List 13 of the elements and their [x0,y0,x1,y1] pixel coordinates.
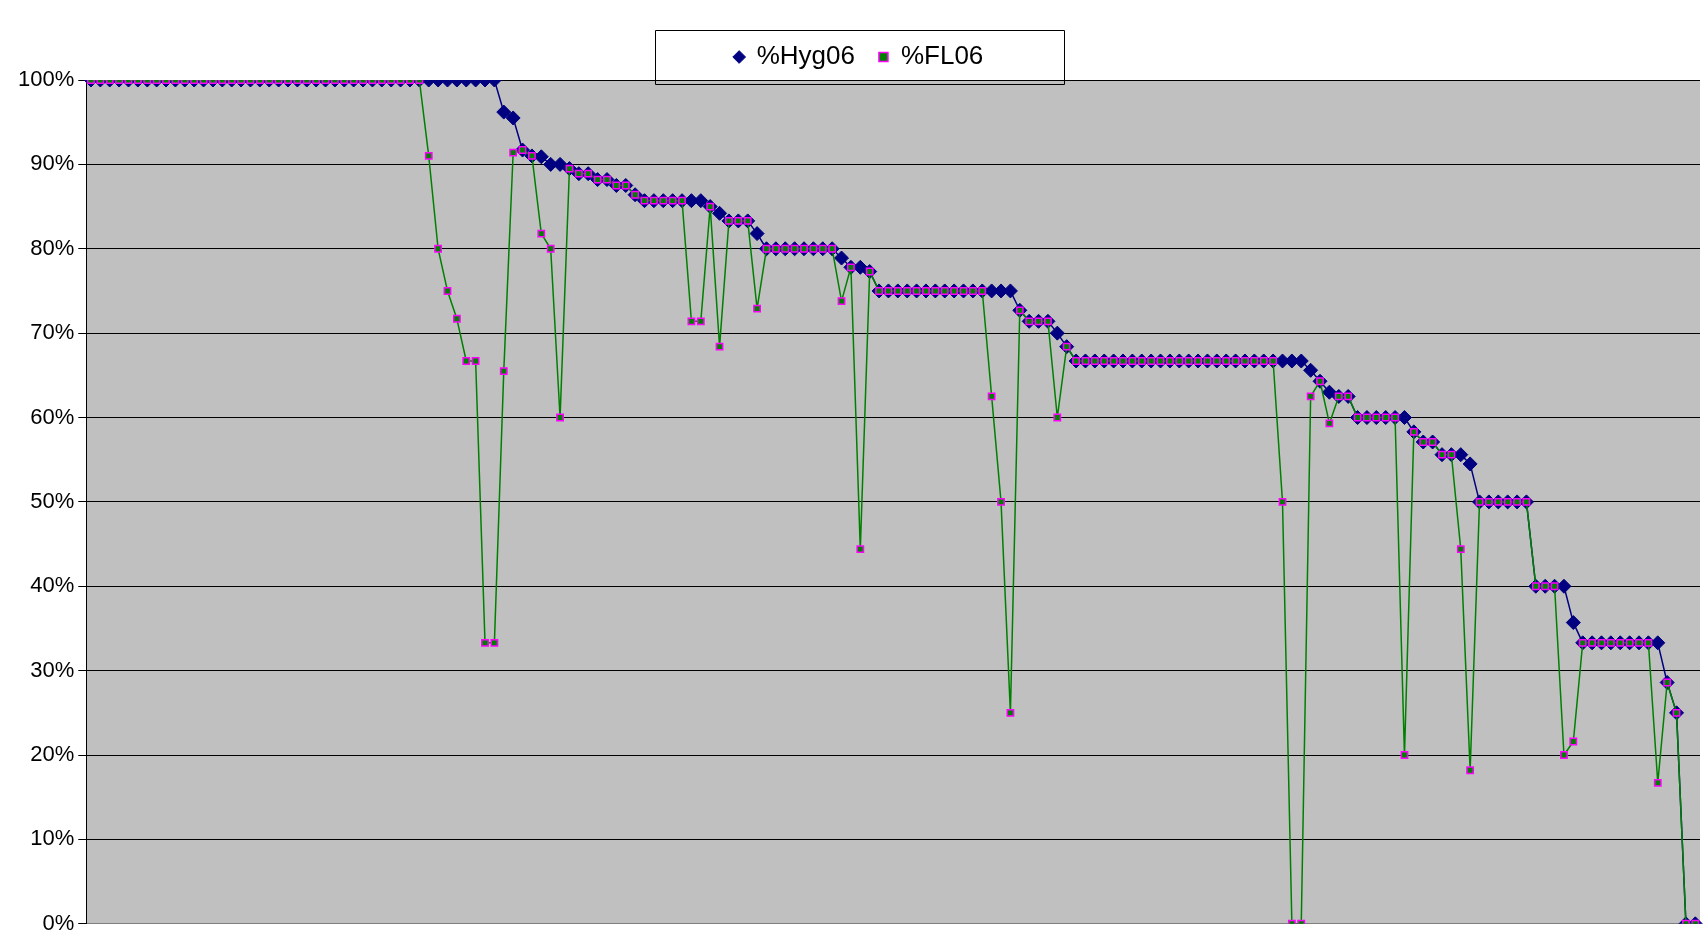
y-tick-label: 60% [30,403,75,429]
y-tick-label: 80% [30,234,75,260]
y-tick-label: 50% [30,487,75,513]
y-tick-label: 10% [30,825,75,851]
y-tick-label: 20% [30,741,75,767]
y-tick-label: 0% [42,909,75,935]
y-tick-label: 90% [30,150,75,176]
y-tick-label: 70% [30,319,75,345]
y-tick-label: 40% [30,572,75,598]
y-tick-label: 100% [17,66,75,92]
y-tick-label: 30% [30,656,75,682]
legend-label: %Hyg06 [756,40,855,71]
legend-label: %FL06 [900,40,984,71]
